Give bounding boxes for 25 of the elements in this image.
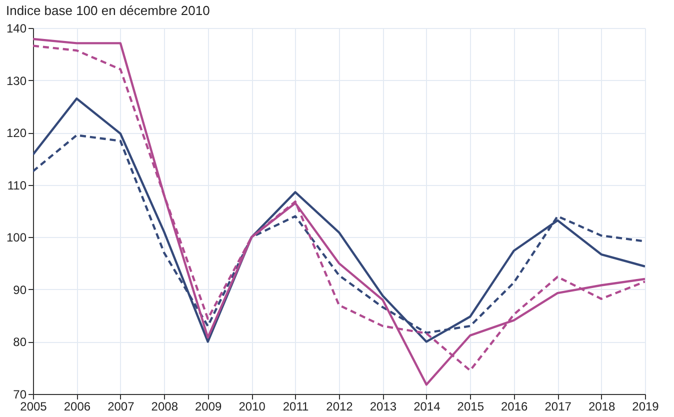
y-tick-label: 110 — [7, 178, 27, 192]
y-tick-label: 140 — [6, 22, 27, 36]
y-tick-label: 130 — [6, 74, 27, 88]
y-tick-label: 120 — [6, 126, 27, 140]
chart-title: Indice base 100 en décembre 2010 — [6, 3, 210, 18]
y-tick-label: 90 — [13, 282, 27, 297]
x-tick-label: 2006 — [64, 400, 91, 414]
x-tick-label: 2012 — [326, 400, 354, 414]
line-series — [33, 97, 645, 343]
x-tick-label: 2008 — [151, 400, 178, 414]
x-tick-label: 2015 — [457, 400, 484, 414]
y-tick-label: 100 — [6, 230, 27, 245]
x-tick-label: 2013 — [370, 400, 397, 414]
x-tick-label: 2019 — [632, 400, 660, 414]
x-tick-label: 2010 — [238, 400, 266, 414]
x-tick-label: 2016 — [501, 400, 528, 414]
x-tick-label: 2007 — [108, 400, 135, 414]
y-tick-label: 80 — [13, 335, 27, 350]
y-tick-label: 70 — [13, 388, 27, 402]
x-tick-label: 2005 — [20, 400, 48, 414]
x-tick-label: 2009 — [195, 400, 222, 414]
x-tick-label: 2011 — [282, 400, 310, 414]
x-tick-label: 2014 — [414, 400, 441, 414]
x-tick-label: 2018 — [588, 400, 616, 414]
x-tick-label: 2017 — [544, 400, 572, 414]
